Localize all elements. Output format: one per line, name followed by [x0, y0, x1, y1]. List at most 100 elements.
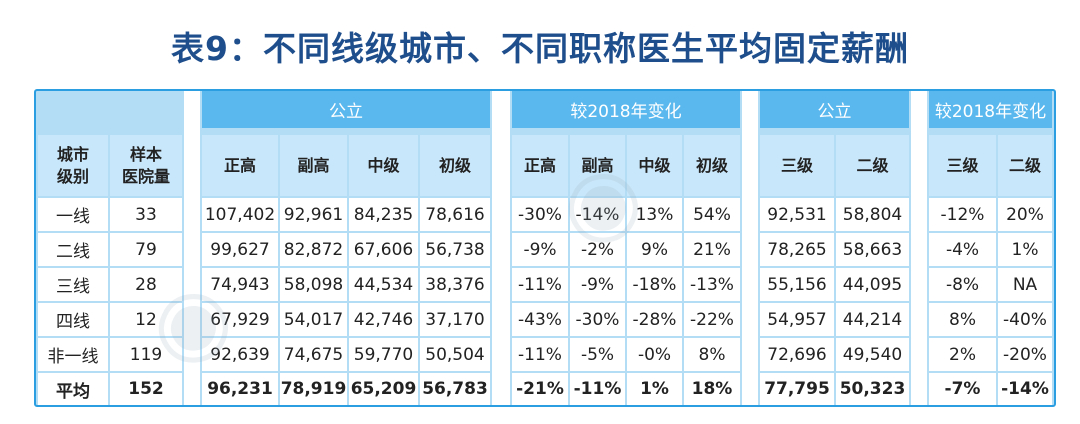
table-cell: 56,738	[420, 233, 490, 266]
table-cell: 20%	[998, 198, 1052, 231]
column-header: 样本 医院量	[110, 135, 182, 196]
row-label: 非一线	[38, 338, 108, 371]
table-cell: 152	[110, 373, 182, 405]
table-cell: -12%	[929, 198, 996, 231]
table-cell: 56,783	[420, 373, 490, 405]
table-cell: 119	[110, 338, 182, 371]
column-header: 初级	[684, 135, 740, 196]
table-cell: 77,795	[760, 373, 834, 405]
table-cell: -43%	[512, 303, 568, 336]
column-header: 副高	[570, 135, 625, 196]
table-cell: 79	[110, 233, 182, 266]
group-separator	[742, 91, 758, 405]
row-label: 平均	[38, 373, 108, 405]
table-cell: 107,402	[202, 198, 278, 231]
table-cell: 65,209	[349, 373, 418, 405]
table-cell: 38,376	[420, 268, 490, 301]
table-cell: 1%	[627, 373, 682, 405]
table-cell: 78,616	[420, 198, 490, 231]
table-cell: -2%	[570, 233, 625, 266]
column-header: 中级	[349, 135, 418, 196]
table-cell: 92,639	[202, 338, 278, 371]
table-cell: -30%	[570, 303, 625, 336]
table-cell: 44,214	[836, 303, 909, 336]
column-header: 城市 级别	[38, 135, 108, 196]
table-cell: 37,170	[420, 303, 490, 336]
table-cell: 96,231	[202, 373, 278, 405]
table-cell: 28	[110, 268, 182, 301]
table-cell: 44,095	[836, 268, 909, 301]
column-header: 二级	[836, 135, 909, 196]
table-cell: 50,504	[420, 338, 490, 371]
table-cell: 18%	[684, 373, 740, 405]
table-cell: 2%	[929, 338, 996, 371]
table-cell: 1%	[998, 233, 1052, 266]
column-header: 二级	[998, 135, 1052, 196]
table-cell: 8%	[684, 338, 740, 371]
table-cell: 78,919	[280, 373, 347, 405]
table-cell: 50,323	[836, 373, 909, 405]
table-cell: -0%	[627, 338, 682, 371]
table-cell: 72,696	[760, 338, 834, 371]
table-cell: 44,534	[349, 268, 418, 301]
salary-table: 公立 较2018年变化 公立 较2018年变化 城市 级别 样本 医院量 正高 副高 中级 初级正…	[34, 89, 1056, 407]
table-cell: 58,804	[836, 198, 909, 231]
table-cell: 21%	[684, 233, 740, 266]
table-cell: -5%	[570, 338, 625, 371]
table-cell: -30%	[512, 198, 568, 231]
table-cell: -14%	[998, 373, 1052, 405]
table-cell: 54,957	[760, 303, 834, 336]
table-cell: -21%	[512, 373, 568, 405]
table-cell: 8%	[929, 303, 996, 336]
table-cell: 67,929	[202, 303, 278, 336]
table-cell: 67,606	[349, 233, 418, 266]
table-cell: 9%	[627, 233, 682, 266]
row-label: 三线	[38, 268, 108, 301]
table-cell: -40%	[998, 303, 1052, 336]
group-header: 较2018年变化	[929, 91, 1052, 128]
table-cell: NA	[998, 268, 1052, 301]
table-cell: 78,265	[760, 233, 834, 266]
table-cell: 74,675	[280, 338, 347, 371]
table-cell: -9%	[570, 268, 625, 301]
table-cell: -4%	[929, 233, 996, 266]
group-separator	[492, 91, 510, 405]
table-cell: -18%	[627, 268, 682, 301]
table-cell: 59,770	[349, 338, 418, 371]
table-cell: -11%	[512, 338, 568, 371]
table-cell: 74,943	[202, 268, 278, 301]
group-header: 公立	[760, 91, 909, 128]
table-cell: 92,961	[280, 198, 347, 231]
table-cell: 42,746	[349, 303, 418, 336]
row-label: 二线	[38, 233, 108, 266]
table-cell: 58,663	[836, 233, 909, 266]
table-cell: 99,627	[202, 233, 278, 266]
table-cell: 55,156	[760, 268, 834, 301]
table-cell: 58,098	[280, 268, 347, 301]
column-header: 三级	[760, 135, 834, 196]
table-cell: -20%	[998, 338, 1052, 371]
table-cell: 92,531	[760, 198, 834, 231]
table-cell: 54%	[684, 198, 740, 231]
column-header: 正高	[202, 135, 278, 196]
table-cell: 82,872	[280, 233, 347, 266]
page-title: 表9：不同线级城市、不同职称医生平均固定薪酬	[171, 29, 909, 68]
table-cell: -22%	[684, 303, 740, 336]
table-cell: -28%	[627, 303, 682, 336]
row-label: 一线	[38, 198, 108, 231]
column-header: 中级	[627, 135, 682, 196]
row-label: 四线	[38, 303, 108, 336]
table-cell: 13%	[627, 198, 682, 231]
table-cell: -11%	[512, 268, 568, 301]
table-cell: -7%	[929, 373, 996, 405]
table-cell: -8%	[929, 268, 996, 301]
group-separator	[911, 91, 927, 405]
group-separator	[184, 91, 200, 405]
column-header: 三级	[929, 135, 996, 196]
column-header: 初级	[420, 135, 490, 196]
group-header: 公立	[202, 91, 490, 128]
table-cell: -11%	[570, 373, 625, 405]
table-cell: -13%	[684, 268, 740, 301]
table-cell: -9%	[512, 233, 568, 266]
table-cell: 33	[110, 198, 182, 231]
